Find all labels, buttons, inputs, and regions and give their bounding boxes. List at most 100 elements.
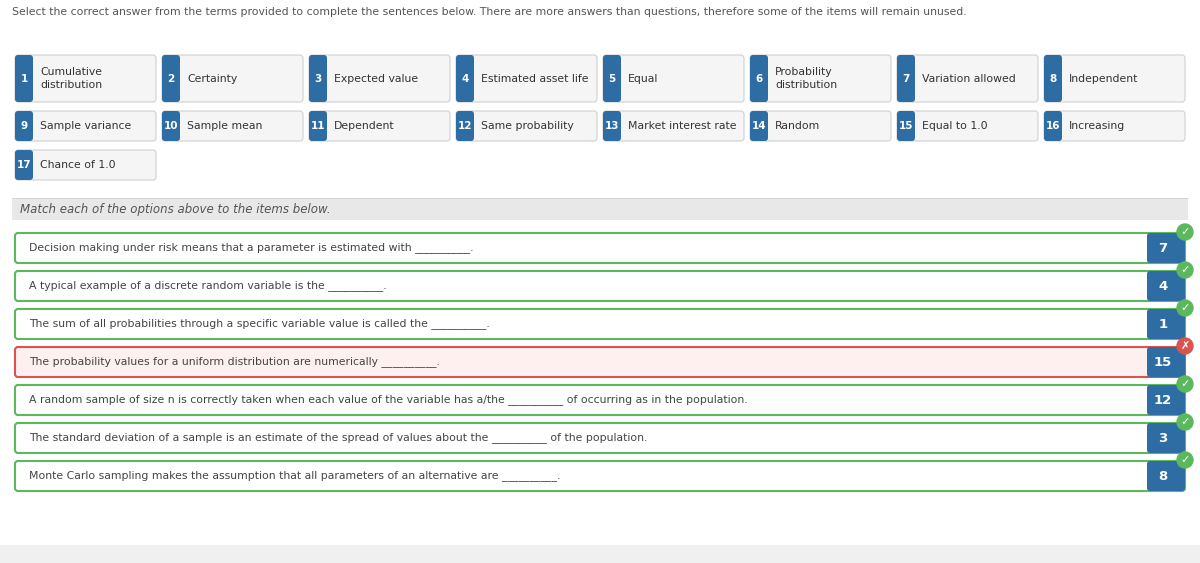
FancyBboxPatch shape xyxy=(1147,233,1186,263)
Text: Select the correct answer from the terms provided to complete the sentences belo: Select the correct answer from the terms… xyxy=(12,7,967,17)
FancyBboxPatch shape xyxy=(898,55,1038,102)
FancyBboxPatch shape xyxy=(1147,271,1186,301)
Text: ✓: ✓ xyxy=(1181,417,1189,427)
FancyBboxPatch shape xyxy=(604,55,744,102)
FancyBboxPatch shape xyxy=(898,55,916,102)
FancyBboxPatch shape xyxy=(1147,461,1186,491)
Bar xyxy=(0,545,1200,563)
FancyBboxPatch shape xyxy=(162,111,302,141)
Text: Market interest rate: Market interest rate xyxy=(628,121,737,131)
Text: Decision making under risk means that a parameter is estimated with __________.: Decision making under risk means that a … xyxy=(29,243,474,253)
FancyBboxPatch shape xyxy=(162,55,180,102)
Text: Dependent: Dependent xyxy=(334,121,395,131)
FancyBboxPatch shape xyxy=(750,111,890,141)
Text: Match each of the options above to the items below.: Match each of the options above to the i… xyxy=(20,203,331,216)
Text: 8: 8 xyxy=(1158,470,1168,482)
FancyBboxPatch shape xyxy=(750,55,890,102)
Text: Estimated asset life: Estimated asset life xyxy=(481,74,588,83)
Text: Sample mean: Sample mean xyxy=(187,121,263,131)
Text: 6: 6 xyxy=(755,74,763,83)
FancyBboxPatch shape xyxy=(1044,111,1186,141)
FancyBboxPatch shape xyxy=(162,111,180,141)
Text: Certainty: Certainty xyxy=(187,74,238,83)
Text: Increasing: Increasing xyxy=(1069,121,1126,131)
FancyBboxPatch shape xyxy=(14,150,156,180)
Text: ✓: ✓ xyxy=(1181,379,1189,389)
Text: 7: 7 xyxy=(1158,242,1168,254)
Text: Variation allowed: Variation allowed xyxy=(922,74,1015,83)
Text: 9: 9 xyxy=(20,121,28,131)
FancyBboxPatch shape xyxy=(310,111,450,141)
Circle shape xyxy=(1177,300,1193,316)
Text: Expected value: Expected value xyxy=(334,74,418,83)
Text: 1: 1 xyxy=(20,74,28,83)
Text: A typical example of a discrete random variable is the __________.: A typical example of a discrete random v… xyxy=(29,280,386,292)
Text: The sum of all probabilities through a specific variable value is called the ___: The sum of all probabilities through a s… xyxy=(29,319,490,329)
Text: 8: 8 xyxy=(1049,74,1057,83)
Text: Sample variance: Sample variance xyxy=(40,121,131,131)
Text: ✓: ✓ xyxy=(1181,265,1189,275)
Text: 7: 7 xyxy=(902,74,910,83)
Text: ✗: ✗ xyxy=(1181,341,1189,351)
Text: The standard deviation of a sample is an estimate of the spread of values about : The standard deviation of a sample is an… xyxy=(29,432,647,444)
Text: Equal: Equal xyxy=(628,74,659,83)
FancyBboxPatch shape xyxy=(14,461,1186,491)
FancyBboxPatch shape xyxy=(14,111,156,141)
Circle shape xyxy=(1177,414,1193,430)
FancyBboxPatch shape xyxy=(14,55,34,102)
Text: ✓: ✓ xyxy=(1181,455,1189,465)
FancyBboxPatch shape xyxy=(14,385,1186,415)
FancyBboxPatch shape xyxy=(1147,385,1186,415)
FancyBboxPatch shape xyxy=(1044,55,1062,102)
Text: 5: 5 xyxy=(608,74,616,83)
Text: Probability
distribution: Probability distribution xyxy=(775,67,838,90)
FancyBboxPatch shape xyxy=(898,111,1038,141)
FancyBboxPatch shape xyxy=(310,55,450,102)
Circle shape xyxy=(1177,262,1193,278)
Text: 13: 13 xyxy=(605,121,619,131)
Text: 12: 12 xyxy=(1154,394,1172,406)
FancyBboxPatch shape xyxy=(14,233,1186,263)
Circle shape xyxy=(1177,452,1193,468)
FancyBboxPatch shape xyxy=(604,55,622,102)
FancyBboxPatch shape xyxy=(750,111,768,141)
FancyBboxPatch shape xyxy=(14,347,1186,377)
Text: Chance of 1.0: Chance of 1.0 xyxy=(40,160,115,170)
Text: 12: 12 xyxy=(457,121,473,131)
Text: 10: 10 xyxy=(163,121,179,131)
Circle shape xyxy=(1177,376,1193,392)
FancyBboxPatch shape xyxy=(310,111,326,141)
Text: 3: 3 xyxy=(314,74,322,83)
Text: Independent: Independent xyxy=(1069,74,1139,83)
Text: 17: 17 xyxy=(17,160,31,170)
Text: 3: 3 xyxy=(1158,431,1168,445)
Text: 15: 15 xyxy=(899,121,913,131)
FancyBboxPatch shape xyxy=(456,111,474,141)
FancyBboxPatch shape xyxy=(1147,423,1186,453)
Circle shape xyxy=(1177,224,1193,240)
Circle shape xyxy=(1177,338,1193,354)
Text: 14: 14 xyxy=(751,121,767,131)
Text: Same probability: Same probability xyxy=(481,121,574,131)
Text: 16: 16 xyxy=(1045,121,1061,131)
FancyBboxPatch shape xyxy=(456,55,598,102)
Text: 4: 4 xyxy=(1158,279,1168,293)
FancyBboxPatch shape xyxy=(604,111,744,141)
Text: 1: 1 xyxy=(1158,318,1168,330)
FancyBboxPatch shape xyxy=(1147,309,1186,339)
Text: A random sample of size n is correctly taken when each value of the variable has: A random sample of size n is correctly t… xyxy=(29,395,748,405)
FancyBboxPatch shape xyxy=(162,55,302,102)
FancyBboxPatch shape xyxy=(456,55,474,102)
Text: ✓: ✓ xyxy=(1181,303,1189,313)
FancyBboxPatch shape xyxy=(310,55,326,102)
FancyBboxPatch shape xyxy=(750,55,768,102)
Text: 15: 15 xyxy=(1154,355,1172,369)
Text: 4: 4 xyxy=(461,74,469,83)
FancyBboxPatch shape xyxy=(14,55,156,102)
FancyBboxPatch shape xyxy=(1044,55,1186,102)
FancyBboxPatch shape xyxy=(1044,111,1062,141)
Text: 2: 2 xyxy=(167,74,175,83)
FancyBboxPatch shape xyxy=(14,423,1186,453)
Text: 11: 11 xyxy=(311,121,325,131)
FancyBboxPatch shape xyxy=(14,150,34,180)
